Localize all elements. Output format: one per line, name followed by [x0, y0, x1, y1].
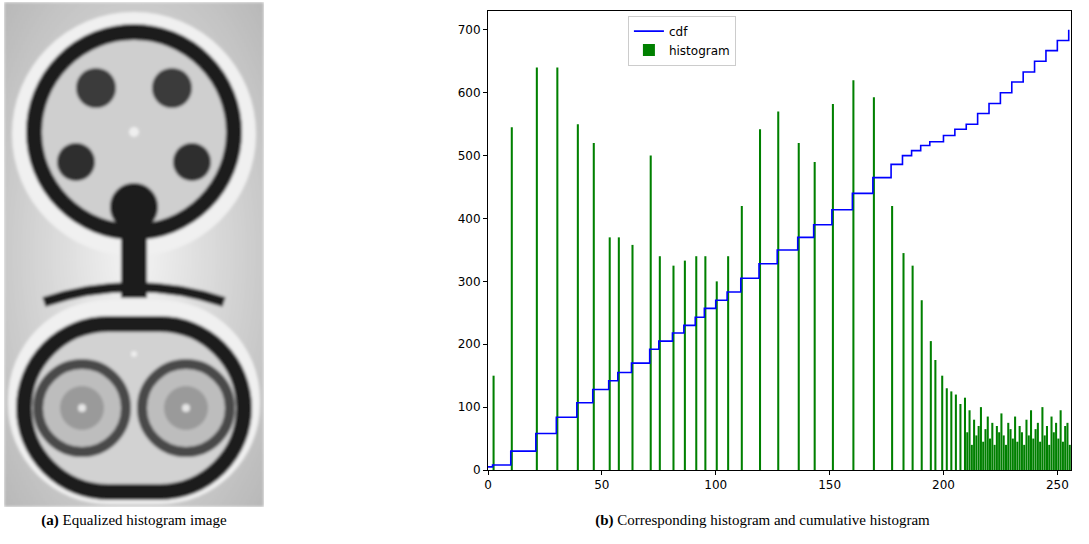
svg-text:50: 50	[594, 478, 609, 492]
svg-text:300: 300	[458, 275, 481, 289]
svg-text:100: 100	[704, 478, 727, 492]
svg-text:100: 100	[458, 400, 481, 414]
svg-text:500: 500	[458, 149, 481, 163]
html-text:(b) Corresponding histogram an: (b) Corresponding histogram and cumulati…	[595, 512, 930, 528]
svg-text:400: 400	[458, 212, 481, 226]
svg-text:0: 0	[473, 463, 481, 477]
svg-text:cdf: cdf	[669, 25, 688, 39]
svg-text:0: 0	[484, 478, 492, 492]
svg-text:histogram: histogram	[669, 44, 730, 58]
svg-text:600: 600	[458, 86, 481, 100]
svg-text:250: 250	[1046, 478, 1069, 492]
svg-text:200: 200	[932, 478, 955, 492]
svg-text:150: 150	[818, 478, 841, 492]
svg-text:700: 700	[458, 23, 481, 37]
svg-text:200: 200	[458, 337, 481, 351]
html-text:(a) Equalized histogram image: (a) Equalized histogram image	[41, 512, 227, 528]
